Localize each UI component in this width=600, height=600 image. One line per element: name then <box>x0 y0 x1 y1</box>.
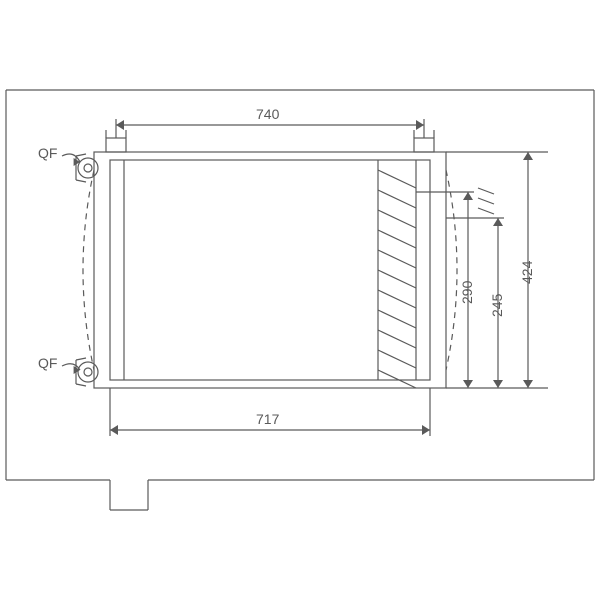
label-qf-top: QF <box>38 145 57 161</box>
diagram-canvas: QF QF 740 717 290 245 424 <box>0 0 600 600</box>
diagram-svg: QF QF 740 717 290 245 424 <box>0 0 600 600</box>
dim-290: 290 <box>459 280 475 304</box>
dim-top: 740 <box>256 106 280 122</box>
dim-245: 245 <box>489 293 505 317</box>
label-qf-bottom: QF <box>38 355 57 371</box>
dim-424: 424 <box>519 260 535 284</box>
dim-bottom: 717 <box>256 411 280 427</box>
